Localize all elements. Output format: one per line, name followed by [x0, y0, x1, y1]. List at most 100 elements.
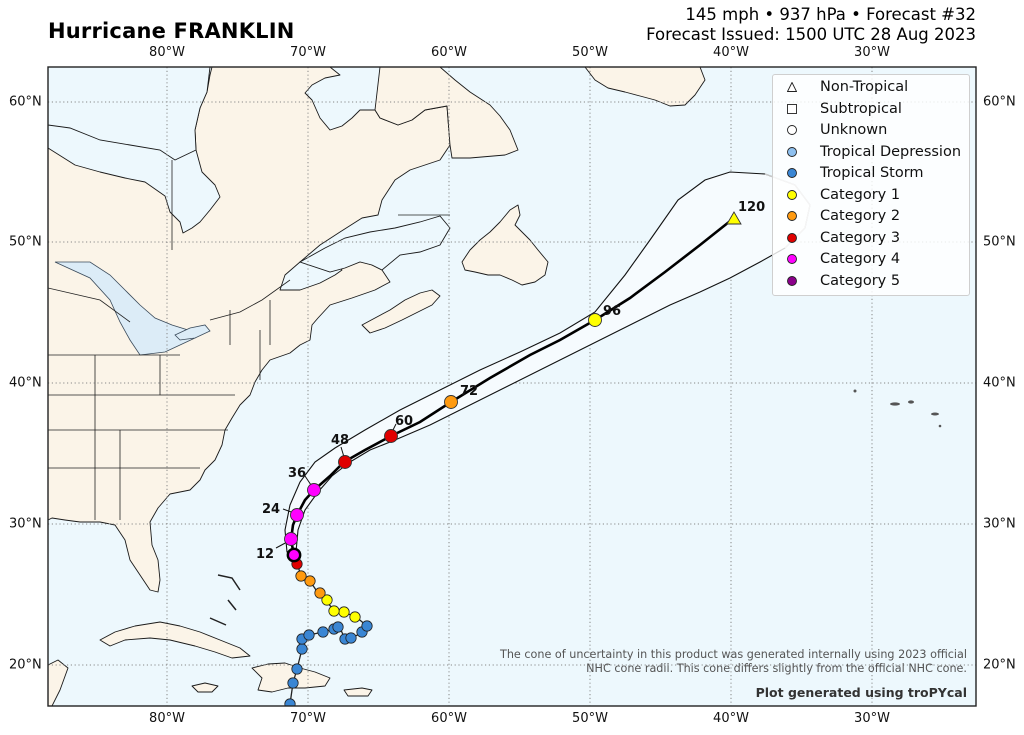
forecast-summary: 145 mph • 937 hPa • Forecast #32 Forecas… [646, 5, 976, 45]
cone-disclaimer: The cone of uncertainty in this product … [500, 648, 967, 675]
hispaniola [251, 662, 331, 693]
legend: Non-Tropical Subtropical Unknown Tropica… [772, 74, 970, 296]
x-tick-top: 50°W [572, 45, 608, 60]
x-tick-top: 80°W [149, 45, 185, 60]
small-islands [209, 389, 942, 626]
forecast-point-72 [444, 395, 458, 409]
legend-item-non-tropical: Non-Tropical [773, 78, 969, 99]
x-tick-bottom: 80°W [149, 711, 185, 726]
us-canada-border [48, 279, 291, 323]
y-tick-left: 20°N [9, 657, 42, 673]
x-tick-bottom: 50°W [572, 711, 608, 726]
x-tick-bottom: 70°W [290, 711, 326, 726]
circle-icon [787, 168, 797, 178]
jamaica [191, 682, 219, 693]
y-tick-right: 60°N [983, 94, 1016, 110]
newfoundland [461, 204, 549, 286]
legend-item-category-5: Category 5 [773, 272, 969, 293]
circle-icon [787, 232, 797, 243]
square-icon [787, 103, 797, 114]
past-track [284, 554, 373, 706]
svg-text:60: 60 [395, 414, 413, 429]
legend-label: Category 1 [820, 186, 901, 203]
x-tick-top: 40°W [713, 45, 749, 60]
y-tick-right: 50°N [983, 234, 1016, 250]
legend-label: Unknown [820, 122, 888, 138]
labrador-coast [374, 67, 519, 159]
yucatan [48, 659, 69, 706]
x-tick-top: 70°W [290, 45, 326, 60]
x-tick-top: 30°W [854, 45, 890, 60]
y-tick-right: 20°N [983, 657, 1016, 673]
forecast-point-120 [726, 211, 742, 225]
legend-item-unknown: Unknown [773, 121, 969, 142]
circle-icon [787, 125, 797, 135]
land-layer [48, 67, 706, 706]
y-tick-right: 30°N [983, 516, 1016, 532]
y-tick-right: 40°N [983, 375, 1016, 391]
y-tick-left: 60°N [9, 94, 42, 110]
legend-label: Category 4 [820, 251, 901, 267]
legend-item-category-2: Category 2 [773, 207, 969, 228]
x-tick-bottom: 60°W [431, 711, 467, 726]
legend-label: Subtropical [820, 100, 902, 117]
greenland [584, 67, 706, 107]
forecast-hour-labels: 12 24 36 48 60 72 96 120 [256, 200, 765, 562]
forecast-point-24 [290, 508, 304, 522]
legend-label: Category 3 [820, 229, 901, 246]
svg-text:12: 12 [256, 547, 274, 562]
svg-text:72: 72 [460, 384, 478, 399]
legend-label: Tropical Depression [820, 143, 962, 160]
forecast-point-96 [588, 313, 602, 327]
triangle-icon [787, 82, 797, 92]
cuba [99, 621, 251, 659]
legend-label: Tropical Storm [820, 165, 924, 181]
circle-icon [787, 211, 797, 221]
forecast-point-36 [307, 483, 321, 497]
legend-item-category-1: Category 1 [773, 186, 969, 207]
hudson-bay [48, 67, 211, 161]
forecast-point-60 [384, 429, 398, 443]
gulf-st-lawrence [298, 215, 451, 273]
svg-text:24: 24 [262, 502, 280, 517]
legend-item-category-4: Category 4 [773, 250, 969, 271]
forecast-points [275, 211, 742, 563]
legend-item-tropical-storm: Tropical Storm [773, 164, 969, 185]
intensity-line: 145 mph • 937 hPa • Forecast #32 [685, 5, 976, 24]
legend-label: Non-Tropical [820, 79, 909, 95]
cone-disclaimer-line-2: NHC cone radii. This cone differs slight… [586, 661, 967, 675]
legend-item-subtropical: Subtropical [773, 100, 969, 121]
map-frame [47, 66, 977, 707]
svg-text:96: 96 [603, 304, 621, 319]
legend-label: Category 5 [820, 272, 901, 289]
cone-disclaimer-line-1: The cone of uncertainty in this product … [500, 648, 967, 661]
issued-line: Forecast Issued: 1500 UTC 28 Aug 2023 [646, 25, 976, 44]
x-tick-top: 60°W [431, 45, 467, 60]
forecast-point-48 [338, 455, 352, 469]
state-borders [48, 300, 271, 520]
x-tick-bottom: 40°W [713, 711, 749, 726]
lake-ontario [174, 324, 211, 341]
legend-item-category-3: Category 3 [773, 229, 969, 250]
y-tick-left: 50°N [9, 234, 42, 250]
legend-item-tropical-depression: Tropical Depression [773, 143, 969, 164]
lakes-and-borders [48, 67, 451, 520]
x-tick-bottom: 30°W [854, 711, 890, 726]
page-title: Hurricane FRANKLIN [48, 19, 295, 43]
legend-label: Category 2 [820, 208, 901, 224]
plot-credit: Plot generated using troPYcal [755, 685, 967, 700]
puerto-rico [343, 687, 373, 697]
current-position-marker [286, 547, 302, 563]
circle-icon [787, 275, 797, 286]
y-tick-left: 40°N [9, 375, 42, 391]
forecast-point-12 [284, 532, 298, 546]
y-tick-left: 30°N [9, 516, 42, 532]
circle-icon [787, 189, 797, 200]
circle-icon [787, 146, 797, 157]
nova-scotia [361, 289, 441, 334]
circle-icon [787, 254, 797, 264]
svg-text:36: 36 [288, 466, 306, 481]
quebec-labrador-border [171, 160, 450, 250]
svg-text:120: 120 [738, 200, 765, 215]
svg-text:48: 48 [331, 433, 349, 448]
